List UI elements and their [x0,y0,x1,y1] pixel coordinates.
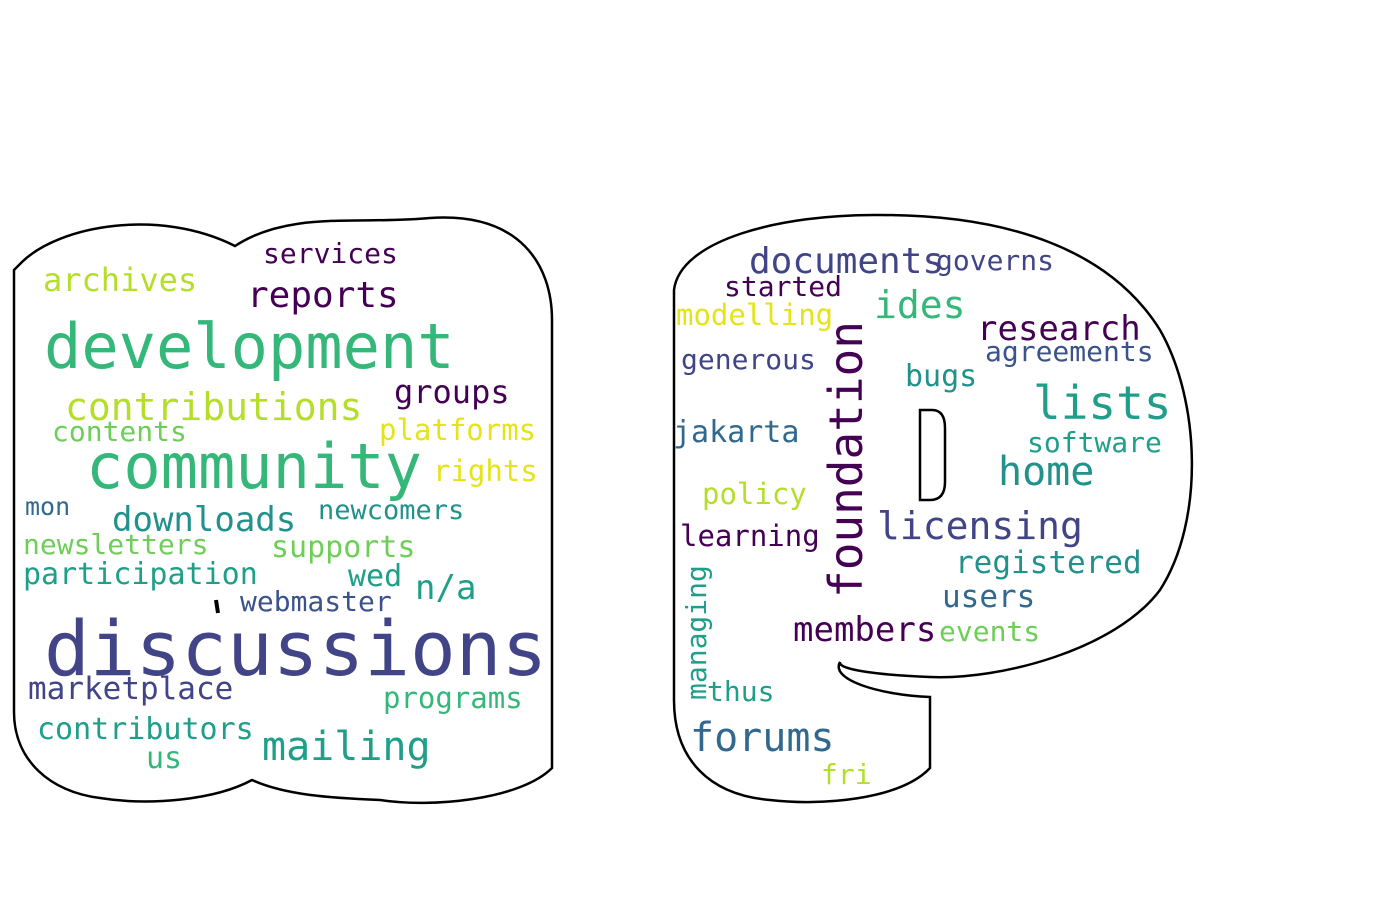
cloud-word-software: software [1027,426,1162,459]
cloud-word-downloads: downloads [112,500,296,540]
cloud-word-contributors: contributors [37,712,254,747]
cloud-word-agreements: agreements [985,335,1154,368]
cloud-word-rights: rights [433,454,538,488]
cloud-word-documents: documents [749,241,944,282]
cloud-word-mailing: mailing [262,724,431,770]
cloud-word-us: us [146,741,182,776]
cloud-word-participation: participation [23,557,258,592]
stray-mark [214,599,220,614]
cloud-word-licensing: licensing [877,504,1083,548]
cloud-word-development: development [44,310,455,383]
cloud-word-newcomers: newcomers [318,495,464,526]
cloud-word-groups: groups [394,373,510,411]
cloud-word-community: community [86,430,422,503]
cloud-word-registered: registered [955,545,1142,581]
cloud-word-started: started [724,270,842,303]
cloud-word-members: members [793,610,936,650]
cloud-word-foundation: foundation [819,321,873,598]
cloud-word-bugs: bugs [905,359,977,394]
cloud-word-platforms: platforms [379,413,536,447]
letter-shape-right [672,213,1194,804]
cloud-word-governs: governs [936,244,1054,277]
cloud-word-reports: reports [247,275,399,316]
cloud-word-programs: programs [383,681,523,715]
cloud-word-users: users [942,579,1035,615]
cloud-word-generous: generous [681,343,816,376]
cloud-word-jakarta: jakarta [673,415,799,450]
cloud-word-services: services [263,237,398,270]
word-group: services archives reportsdevelopmentgroups… [23,237,1171,791]
letter-counter [918,408,947,502]
cloud-word-events: events [939,615,1040,648]
cloud-word-contributions: contributions [65,385,362,429]
cloud-word-home: home [998,449,1094,495]
cloud-word-archives: archives [43,261,197,299]
cloud-word-forums: forums [690,715,835,761]
cloud-word-n-a: n/a [415,568,476,608]
cloud-word-mon: mon [25,492,70,521]
cloud-word-research: research [977,309,1141,349]
cloud-word-lists: lists [1033,376,1171,430]
cloud-word-fri: fri [821,758,872,791]
cloud-word-ides: ides [874,283,966,327]
cloud-word-learning: learning [680,519,820,553]
cloud-word-contents: contents [52,415,187,448]
cloud-word-marketplace: marketplace [28,671,233,707]
cloud-word-managing: managing [680,565,713,700]
cloud-word-policy: policy [702,477,807,511]
cloud-word-discussions: discussions [44,604,547,693]
letter-shape-left [12,216,554,805]
cloud-word-supports: supports [271,530,416,565]
cloud-word-modelling: modelling [676,298,833,332]
cloud-word-thus: thus [707,675,774,708]
cloud-word-wed: wed [348,559,402,594]
cloud-word-newsletters: newsletters [23,528,208,561]
cloud-word-webmaster: webmaster [240,585,392,618]
